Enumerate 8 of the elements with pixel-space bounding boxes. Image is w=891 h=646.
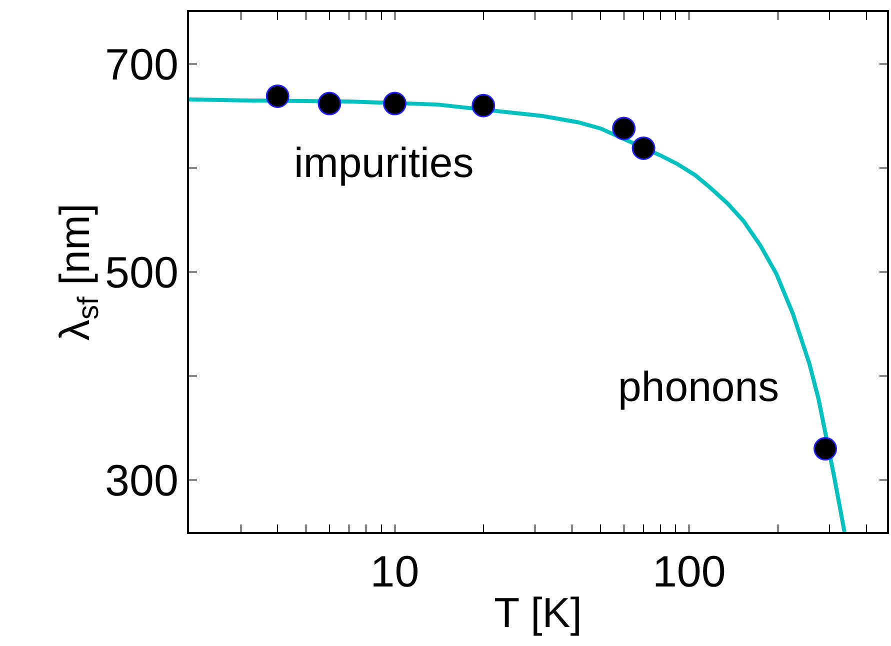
- x-axis-title: T [K]: [494, 588, 582, 636]
- y-tick-label: 500: [105, 248, 178, 298]
- y-tick-label: 300: [105, 456, 178, 506]
- annotation: impurities: [294, 139, 474, 186]
- x-tick-label: 10: [370, 548, 420, 597]
- x-tick-label: 100: [652, 548, 726, 597]
- y-tick-label: 700: [105, 40, 178, 90]
- annotation: phonons: [618, 363, 780, 410]
